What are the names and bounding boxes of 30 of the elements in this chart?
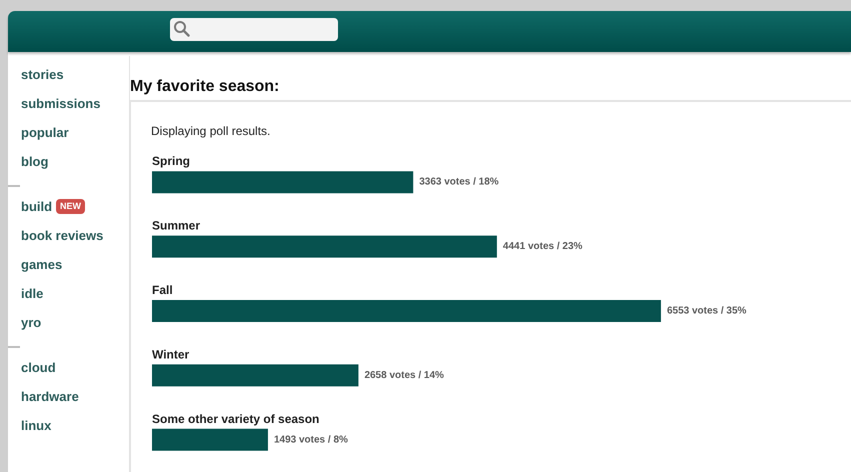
text: hardware xyxy=(21,389,79,404)
y-tick-label: Fall xyxy=(152,283,173,297)
bar xyxy=(152,236,497,258)
bar xyxy=(152,428,268,451)
y-tick-label: Summer xyxy=(152,218,200,233)
data-label: 2658 votes / 14% xyxy=(364,370,444,381)
text: Displaying poll results. xyxy=(151,124,270,138)
text: blog xyxy=(21,154,48,169)
text: stories xyxy=(21,67,64,82)
data-label: 1493 votes / 8% xyxy=(274,434,348,446)
text: NEW xyxy=(56,199,85,214)
data-label: 6553 votes / 35% xyxy=(666,306,747,316)
text: book reviews xyxy=(21,228,104,243)
text: build xyxy=(21,199,52,214)
bar xyxy=(152,300,661,322)
bar xyxy=(152,171,414,194)
y-tick-label: Some other variety of season xyxy=(152,412,320,426)
text: submissions xyxy=(21,96,100,111)
text: popular xyxy=(21,125,69,140)
data-label: 3363 votes / 18% xyxy=(419,176,499,188)
text: games xyxy=(21,257,62,272)
text: linux xyxy=(21,418,52,433)
y-tick-label: Spring xyxy=(152,154,190,168)
y-tick-label: Winter xyxy=(152,347,190,362)
text: idle xyxy=(21,286,44,301)
chart-title: My favorite season: xyxy=(130,78,280,96)
bar xyxy=(152,364,358,386)
text: yro xyxy=(21,315,42,330)
data-label: 4441 votes / 23% xyxy=(502,241,583,252)
text: cloud xyxy=(21,360,56,375)
